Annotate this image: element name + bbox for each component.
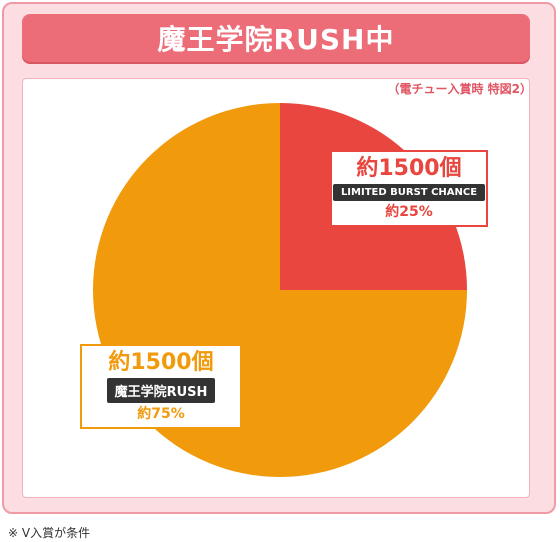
slice-tag-label: 魔王学院RUSH: [106, 378, 216, 403]
slice-count-label: 約1500個: [108, 350, 214, 375]
slice-label-rush: 約1500個 魔王学院RUSH 約75%: [80, 344, 242, 429]
slice-label-limited-burst: 約1500個 LIMITED BURST CHANCE 約25%: [330, 150, 488, 227]
slice-count-label: 約1500個: [356, 156, 462, 181]
slice-percent-label: 約75%: [137, 406, 185, 422]
chart-subtitle: （電チュー入賞時 特図2）: [387, 82, 532, 96]
title-bar: 魔王学院RUSH中: [22, 14, 530, 62]
slice-tag-label: LIMITED BURST CHANCE: [332, 184, 486, 201]
chart-title: 魔王学院RUSH中: [157, 23, 395, 56]
slice-percent-label: 約25%: [385, 204, 433, 220]
footnote: ※ V入賞が条件: [8, 526, 91, 540]
